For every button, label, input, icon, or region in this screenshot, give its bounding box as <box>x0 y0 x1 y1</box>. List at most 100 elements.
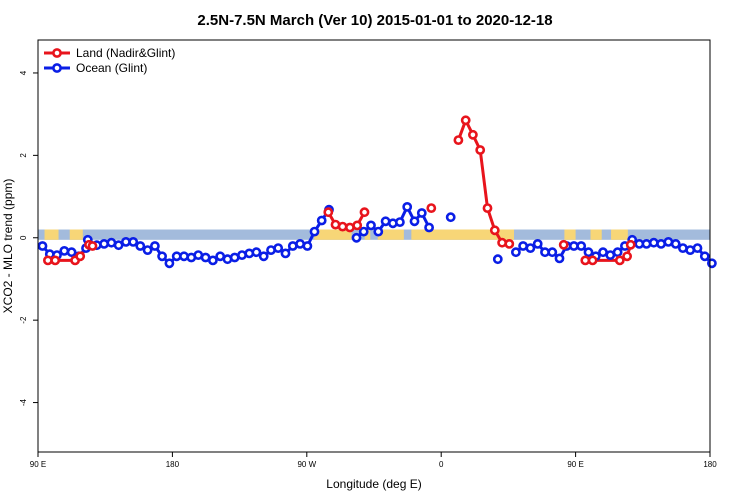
series-lines <box>41 118 713 265</box>
land-data-point <box>323 207 334 218</box>
ocean-data-point <box>99 238 109 249</box>
ocean-data-point <box>273 243 284 253</box>
land-data-point <box>75 251 86 262</box>
land-data-point <box>622 251 632 262</box>
ocean-data-point <box>366 220 376 231</box>
x-tick-label: 90 E <box>567 460 583 469</box>
x-tick-label: 90 E <box>30 460 46 469</box>
x-axis: 90 E 180 90 W 0 90 E 180 <box>30 452 717 469</box>
y-tick-label: -4 <box>19 398 28 406</box>
series-points <box>37 115 717 269</box>
ocean-data-point <box>445 212 456 223</box>
land-data-point <box>587 255 598 266</box>
land-band <box>590 229 602 240</box>
ocean-data-point <box>358 226 369 237</box>
ocean-legend-marker <box>52 63 62 73</box>
ocean-data-point <box>59 245 70 256</box>
ocean-data-point <box>525 243 536 253</box>
land-data-point <box>467 129 478 140</box>
ocean-data-point <box>302 241 313 251</box>
land-data-point <box>87 241 98 251</box>
land-band <box>611 229 628 240</box>
y-tick-label: 2 <box>19 153 28 158</box>
y-tick-label: 0 <box>19 235 28 240</box>
ocean-data-point <box>142 245 153 255</box>
land-data-point <box>504 238 515 249</box>
plot-frame <box>37 39 711 453</box>
ocean-data-point <box>149 241 160 251</box>
land-data-point <box>482 203 493 213</box>
ocean-data-point <box>309 226 320 237</box>
land-ocean-band <box>38 229 710 240</box>
ocean-data-point <box>164 258 175 269</box>
land-data-point <box>426 203 437 213</box>
ocean-band <box>38 229 710 240</box>
land-legend-marker <box>52 48 62 58</box>
y-axis-label: XCO2 - MLO trend (ppm) <box>1 179 15 314</box>
ocean-data-point <box>648 237 659 248</box>
ocean-data-point <box>492 254 503 265</box>
x-tick-label: 180 <box>166 460 180 469</box>
land-data-point <box>50 255 61 266</box>
y-tick-label: 4 <box>19 70 28 75</box>
land-band <box>44 229 59 240</box>
ocean-legend-label: Ocean (Glint) <box>76 61 147 75</box>
ocean-data-point <box>373 226 384 237</box>
land-data-point <box>625 239 636 250</box>
ocean-data-point <box>409 216 420 227</box>
ocean-data-point <box>612 247 623 258</box>
land-legend-label: Land (Nadir&Glint) <box>76 46 175 60</box>
ocean-data-point <box>179 251 189 262</box>
x-axis-label: Longitude (deg E) <box>326 477 421 491</box>
ocean-data-point <box>554 253 565 264</box>
land-data-point <box>359 207 370 218</box>
land-data-point <box>489 225 500 236</box>
ocean-data-point <box>113 240 124 251</box>
ocean-data-point <box>532 238 543 249</box>
y-axis: -4 -2 0 2 4 <box>19 70 38 406</box>
ocean-data-point <box>692 243 703 253</box>
x-tick-label: 180 <box>703 460 717 469</box>
ocean-data-point <box>280 248 291 259</box>
chart-title: 2.5N-7.5N March (Ver 10) 2015-01-01 to 2… <box>197 12 552 29</box>
x-tick-label: 0 <box>439 460 444 469</box>
land-data-point <box>558 239 569 250</box>
ocean-data-point <box>641 238 652 249</box>
y-tick-label: -2 <box>19 316 28 324</box>
ocean-data-point <box>547 247 558 258</box>
land-data-point <box>453 135 464 145</box>
ocean-data-point <box>316 215 327 226</box>
ocean-data-point <box>699 251 710 262</box>
land-data-point <box>460 115 471 126</box>
land-series-line <box>456 118 510 246</box>
ocean-data-point <box>351 232 362 243</box>
ocean-data-point <box>207 255 218 266</box>
ocean-data-point <box>402 201 413 212</box>
legend: Land (Nadir&Glint)Ocean (Glint) <box>44 46 175 75</box>
ocean-data-point <box>66 247 77 258</box>
land-data-point <box>614 255 625 266</box>
ocean-data-point <box>576 241 587 251</box>
ocean-data-point <box>128 236 139 247</box>
x-tick-label: 90 W <box>297 460 316 469</box>
ocean-data-point <box>157 251 167 262</box>
land-band <box>69 229 83 240</box>
land-data-point <box>475 145 486 155</box>
ocean-data-point <box>424 222 434 233</box>
ocean-data-point <box>583 247 594 258</box>
ocean-data-point <box>707 258 717 269</box>
ocean-data-point <box>258 251 269 262</box>
ocean-data-point <box>394 217 405 227</box>
land-band <box>411 229 514 240</box>
land-band <box>564 229 576 240</box>
ocean-data-point <box>416 208 427 218</box>
ocean-data-point <box>251 247 262 258</box>
land-band <box>314 229 352 240</box>
ocean-data-point <box>37 241 48 251</box>
ocean-data-point <box>670 238 681 249</box>
ocean-data-point <box>135 241 146 251</box>
land-band <box>377 229 404 240</box>
ocean-data-point <box>511 247 521 258</box>
land-data-point <box>352 220 363 231</box>
